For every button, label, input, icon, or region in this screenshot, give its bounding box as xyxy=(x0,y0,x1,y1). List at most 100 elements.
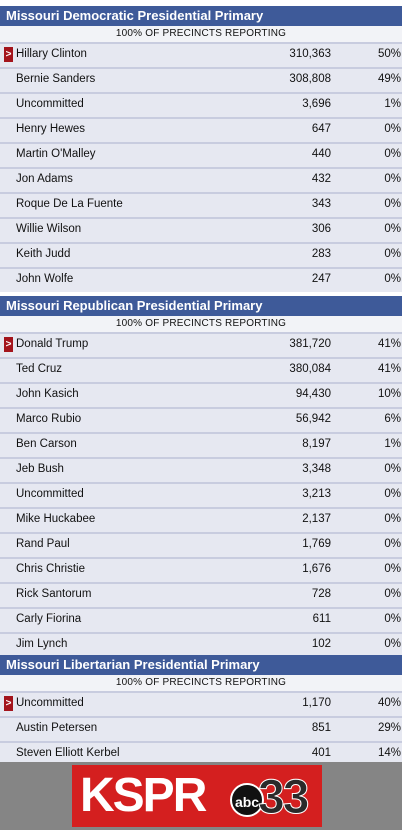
vote-count: 3,696 xyxy=(302,98,331,110)
candidate-name: Carly Fiorina xyxy=(16,613,82,625)
vote-count: 380,084 xyxy=(289,363,331,375)
candidate-name: Jeb Bush xyxy=(16,463,64,475)
vote-count: 3,213 xyxy=(302,488,331,500)
candidate-name: John Kasich xyxy=(16,388,79,400)
candidate-row: Ted Cruz 380,084 41% xyxy=(0,357,402,382)
candidate-name: Uncommitted xyxy=(16,697,84,709)
vote-percent: 41% xyxy=(377,338,401,350)
vote-percent: 10% xyxy=(377,388,401,400)
abc-network-icon: abc xyxy=(230,783,264,817)
candidate-row: > Uncommitted 1,170 40% xyxy=(0,691,402,716)
candidate-row: Austin Petersen 851 29% xyxy=(0,716,402,741)
vote-percent: 0% xyxy=(384,123,401,135)
vote-count: 343 xyxy=(311,198,331,210)
vote-percent: 0% xyxy=(384,248,401,260)
candidate-row: Roque De La Fuente 343 0% xyxy=(0,192,402,217)
candidate-name: Steven Elliott Kerbel xyxy=(16,747,120,759)
vote-percent: 0% xyxy=(384,513,401,525)
vote-percent: 41% xyxy=(377,363,401,375)
vote-count: 401 xyxy=(311,747,331,759)
candidate-row: Rick Santorum 728 0% xyxy=(0,582,402,607)
candidate-name: Rand Paul xyxy=(16,538,70,550)
candidate-name: Austin Petersen xyxy=(16,722,98,734)
vote-count: 2,137 xyxy=(302,513,331,525)
vote-percent: 14% xyxy=(377,747,401,759)
vote-percent: 0% xyxy=(384,198,401,210)
candidate-name: Ben Carson xyxy=(16,438,77,450)
vote-count: 381,720 xyxy=(289,338,331,350)
candidate-row: > Donald Trump 381,720 41% xyxy=(0,332,402,357)
candidate-name: Marco Rubio xyxy=(16,413,82,425)
candidate-row: > Hillary Clinton 310,363 50% xyxy=(0,42,402,67)
candidate-name: Henry Hewes xyxy=(16,123,86,135)
candidate-name: Jim Lynch xyxy=(16,638,68,650)
vote-count: 611 xyxy=(312,613,331,625)
vote-percent: 0% xyxy=(384,563,401,575)
vote-percent: 0% xyxy=(384,273,401,285)
vote-percent: 50% xyxy=(377,48,401,60)
vote-count: 310,363 xyxy=(289,48,331,60)
vote-count: 102 xyxy=(311,638,331,650)
race-title: Missouri Libertarian Presidential Primar… xyxy=(0,655,402,675)
candidate-row: Uncommitted 3,213 0% xyxy=(0,482,402,507)
candidate-name: Bernie Sanders xyxy=(16,73,96,85)
precincts-reporting: 100% OF PRECINCTS REPORTING xyxy=(0,26,402,42)
candidate-row: Chris Christie 1,676 0% xyxy=(0,557,402,582)
precincts-reporting: 100% OF PRECINCTS REPORTING xyxy=(0,675,402,691)
vote-count: 432 xyxy=(311,173,331,185)
candidate-row: Jon Adams 432 0% xyxy=(0,167,402,192)
vote-count: 1,676 xyxy=(302,563,331,575)
precincts-reporting: 100% OF PRECINCTS REPORTING xyxy=(0,316,402,332)
vote-count: 728 xyxy=(311,588,331,600)
candidate-row: Martin O'Malley 440 0% xyxy=(0,142,402,167)
candidate-name: Martin O'Malley xyxy=(16,148,96,160)
candidate-row: John Wolfe 247 0% xyxy=(0,267,402,292)
candidate-name: Rick Santorum xyxy=(16,588,92,600)
vote-percent: 0% xyxy=(384,148,401,160)
vote-percent: 0% xyxy=(384,173,401,185)
candidate-row: Henry Hewes 647 0% xyxy=(0,117,402,142)
vote-percent: 0% xyxy=(384,223,401,235)
vote-percent: 1% xyxy=(384,438,401,450)
candidate-row: John Kasich 94,430 10% xyxy=(0,382,402,407)
vote-count: 3,348 xyxy=(302,463,331,475)
candidate-name: Keith Judd xyxy=(16,248,71,260)
vote-count: 308,808 xyxy=(289,73,331,85)
vote-count: 1,170 xyxy=(302,697,331,709)
race-section: Missouri Republican Presidential Primary… xyxy=(0,296,402,657)
race-section: Missouri Democratic Presidential Primary… xyxy=(0,6,402,292)
candidate-row: Willie Wilson 306 0% xyxy=(0,217,402,242)
vote-percent: 0% xyxy=(384,538,401,550)
vote-percent: 0% xyxy=(384,638,401,650)
candidate-row: Jim Lynch 102 0% xyxy=(0,632,402,657)
vote-count: 247 xyxy=(311,273,331,285)
candidate-name: Willie Wilson xyxy=(16,223,82,235)
vote-count: 440 xyxy=(311,148,331,160)
vote-percent: 29% xyxy=(377,722,401,734)
race-title: Missouri Republican Presidential Primary xyxy=(0,296,402,316)
vote-count: 94,430 xyxy=(295,388,331,400)
vote-count: 8,197 xyxy=(302,438,331,450)
vote-percent: 0% xyxy=(384,613,401,625)
vote-percent: 49% xyxy=(377,73,401,85)
logo-wordmark: KSPR xyxy=(80,769,207,822)
candidate-row: Jeb Bush 3,348 0% xyxy=(0,457,402,482)
vote-percent: 6% xyxy=(384,413,401,425)
vote-percent: 40% xyxy=(377,697,401,709)
candidate-name: Ted Cruz xyxy=(16,363,63,375)
candidate-name: Hillary Clinton xyxy=(16,48,87,60)
candidate-row: Bernie Sanders 308,808 49% xyxy=(0,67,402,92)
candidate-row: Mike Huckabee 2,137 0% xyxy=(0,507,402,532)
vote-percent: 0% xyxy=(384,463,401,475)
race-section: Missouri Libertarian Presidential Primar… xyxy=(0,655,402,766)
candidate-row: Marco Rubio 56,942 6% xyxy=(0,407,402,432)
leader-marker-icon: > xyxy=(4,696,13,711)
candidate-row: Ben Carson 8,197 1% xyxy=(0,432,402,457)
race-title: Missouri Democratic Presidential Primary xyxy=(0,6,402,26)
vote-count: 1,769 xyxy=(302,538,331,550)
leader-marker-icon: > xyxy=(4,337,13,352)
vote-count: 851 xyxy=(311,722,331,734)
vote-count: 283 xyxy=(311,248,331,260)
candidate-row: Uncommitted 3,696 1% xyxy=(0,92,402,117)
candidate-name: Donald Trump xyxy=(16,338,89,350)
